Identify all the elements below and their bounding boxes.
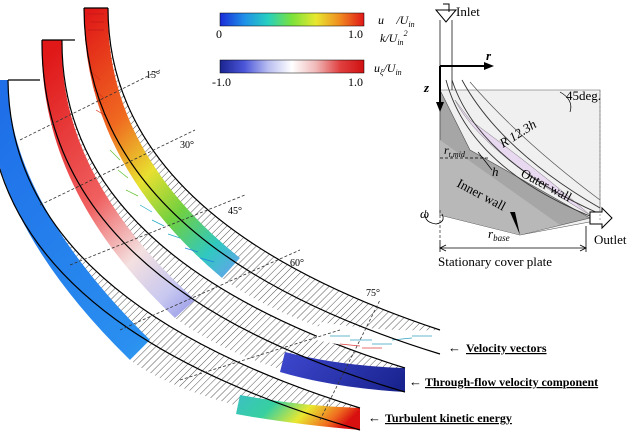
angle-45: 45° — [228, 206, 242, 217]
colorbar-top-max: 1.0 — [348, 27, 363, 41]
colorbar-bottom-min: -1.0 — [212, 75, 231, 89]
label-outlet: Outlet — [594, 232, 627, 247]
callout-turbulent-kinetic-energy: ← Turbulent kinetic energy — [368, 410, 512, 425]
label-r-base: rbase — [488, 226, 510, 243]
legend-bottom: -1.0 1.0 uξ/Uin — [212, 59, 402, 89]
band-turbulent-kinetic-energy — [0, 79, 361, 431]
legend-top: 0 1.0 u⃗ /Uin k/Uin2 — [216, 12, 415, 47]
callout-text: Turbulent kinetic energy — [385, 411, 512, 425]
callout-velocity-vectors: ← Velocity vectors — [448, 340, 547, 355]
label-h: h — [492, 164, 499, 179]
callout-arrow: ← — [409, 374, 422, 389]
angle-guides — [19, 69, 381, 421]
label-angle: 45deg. — [566, 88, 601, 103]
label-inlet: Inlet — [456, 4, 480, 19]
label-r-axis: r — [486, 48, 492, 63]
label-omega: ω — [420, 206, 429, 221]
callout-text: Velocity vectors — [466, 341, 547, 355]
schematic — [424, 3, 613, 252]
callout-arrow: ← — [368, 410, 381, 425]
colorbar-velocity-tke — [219, 12, 365, 27]
colorbar-top-var2: k/Uin2 — [380, 29, 408, 47]
colorbar-top-min: 0 — [216, 27, 222, 41]
colorbar-through-flow — [219, 59, 365, 74]
band-velocity-vectors — [83, 7, 441, 355]
callout-text: Through-flow velocity component — [425, 375, 598, 389]
angle-60: 60° — [290, 258, 304, 269]
colorbar-top-var1: u⃗ /Uin — [378, 13, 415, 29]
colorbar-bottom-max: 1.0 — [348, 75, 363, 89]
angle-75: 75° — [366, 288, 380, 299]
label-r-mid: rt,mid — [444, 143, 466, 159]
colorbar-bottom-var: uξ/Uin — [374, 61, 402, 77]
band-through-flow-velocity — [41, 39, 406, 393]
label-cover-plate: Stationary cover plate — [438, 254, 552, 269]
angle-15: 15° — [146, 70, 160, 81]
label-z-axis: z — [423, 80, 430, 95]
callout-arrow: ← — [448, 340, 461, 355]
callout-through-flow: ← Through-flow velocity component — [409, 374, 598, 389]
angle-30: 30° — [180, 140, 194, 151]
